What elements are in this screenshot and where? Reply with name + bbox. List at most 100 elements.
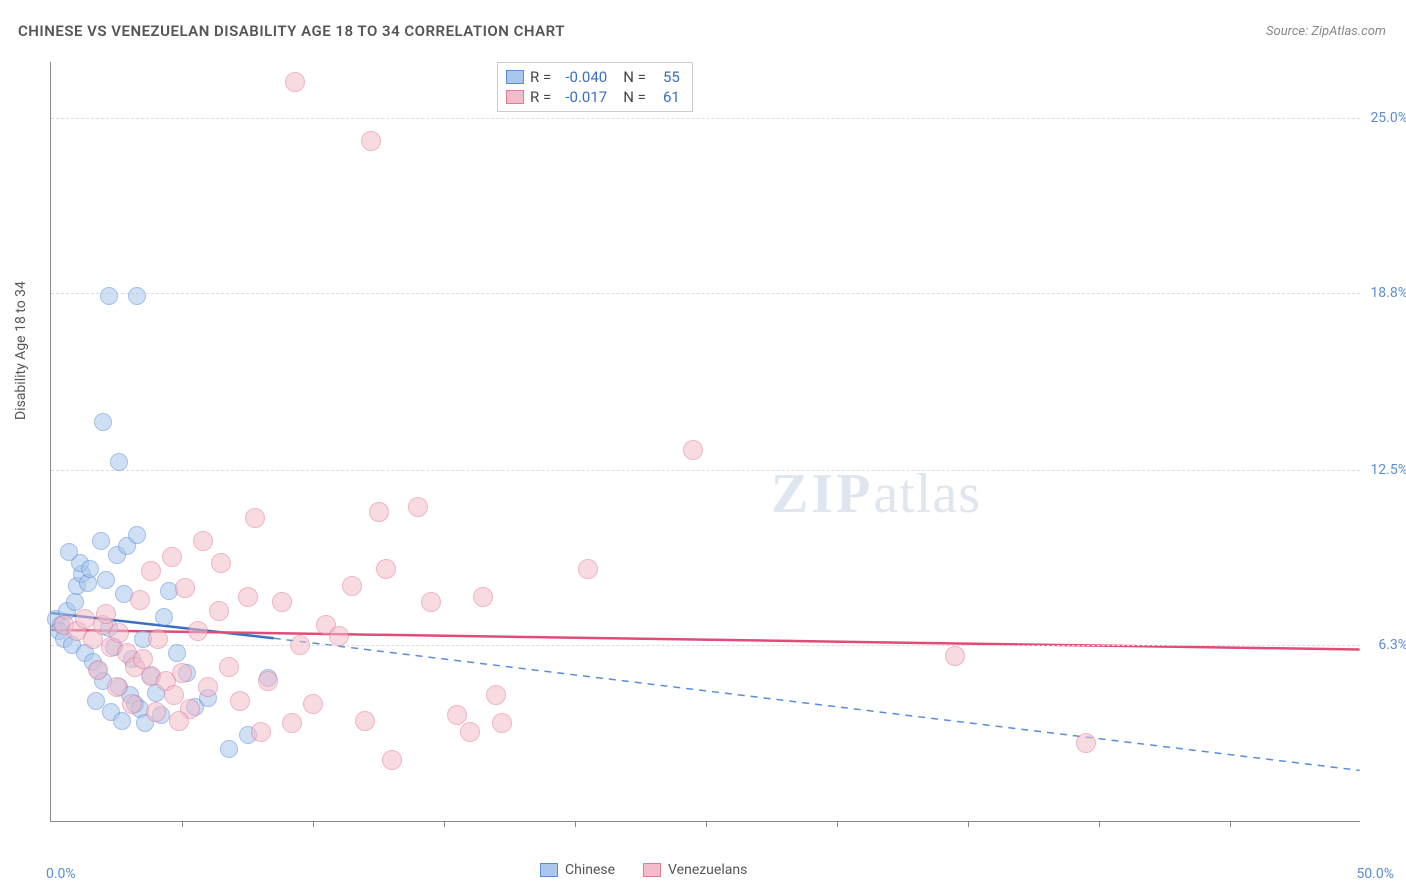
- data-point: [162, 547, 182, 567]
- data-point: [97, 571, 115, 589]
- data-point: [230, 691, 250, 711]
- data-point: [172, 663, 192, 683]
- legend-item: Chinese: [540, 862, 615, 878]
- legend-swatch: [506, 70, 524, 84]
- stat-r-value: -0.017: [557, 88, 607, 106]
- x-axis-min-label: 0.0%: [46, 866, 76, 882]
- data-point: [122, 694, 142, 714]
- data-point: [408, 497, 428, 517]
- data-point: [447, 705, 467, 725]
- data-point: [282, 713, 302, 733]
- legend-item: Venezuelans: [643, 862, 747, 878]
- grid-line: [51, 293, 1360, 294]
- x-tick: [575, 821, 576, 827]
- data-point: [60, 543, 78, 561]
- data-point: [211, 553, 231, 573]
- data-point: [460, 722, 480, 742]
- data-point: [141, 561, 161, 581]
- data-point: [382, 750, 402, 770]
- data-point: [96, 604, 116, 624]
- data-point: [81, 560, 99, 578]
- legend-swatch: [506, 90, 524, 104]
- data-point: [285, 72, 305, 92]
- y-tick-label: 25.0%: [1370, 110, 1406, 126]
- data-point: [193, 531, 213, 551]
- data-point: [92, 532, 110, 550]
- data-point: [169, 711, 189, 731]
- x-tick: [706, 821, 707, 827]
- series-legend: Chinese Venezuelans: [540, 862, 747, 878]
- data-point: [87, 692, 105, 710]
- data-point: [238, 587, 258, 607]
- data-point: [130, 590, 150, 610]
- data-point: [945, 646, 965, 666]
- data-point: [148, 629, 168, 649]
- data-point: [290, 635, 310, 655]
- stat-n-label: N =: [623, 68, 646, 86]
- data-point: [128, 526, 146, 544]
- legend-label: Venezuelans: [668, 862, 747, 878]
- x-tick: [1099, 821, 1100, 827]
- data-point: [272, 592, 292, 612]
- source-attribution: Source: ZipAtlas.com: [1266, 24, 1386, 39]
- scatter-plot: ZIPatlas R =-0.040N =55R =-0.017N =61 6.…: [50, 62, 1360, 822]
- data-point: [369, 502, 389, 522]
- data-point: [155, 608, 173, 626]
- chart-title: CHINESE VS VENEZUELAN DISABILITY AGE 18 …: [18, 22, 565, 40]
- y-axis-label: Disability Age 18 to 34: [13, 281, 29, 420]
- watermark: ZIPatlas: [771, 462, 981, 526]
- stat-n-label: N =: [623, 88, 646, 106]
- data-point: [128, 287, 146, 305]
- data-point: [258, 671, 278, 691]
- data-point: [473, 587, 493, 607]
- x-tick: [1230, 821, 1231, 827]
- data-point: [66, 593, 84, 611]
- data-point: [245, 508, 265, 528]
- x-tick: [313, 821, 314, 827]
- data-point: [251, 722, 271, 742]
- data-point: [683, 440, 703, 460]
- x-tick: [837, 821, 838, 827]
- grid-line: [51, 118, 1360, 119]
- data-point: [303, 694, 323, 714]
- data-point: [175, 578, 195, 598]
- data-point: [329, 626, 349, 646]
- data-point: [492, 713, 512, 733]
- data-point: [209, 601, 229, 621]
- data-point: [146, 702, 166, 722]
- data-point: [109, 623, 129, 643]
- data-point: [578, 559, 598, 579]
- data-point: [88, 660, 108, 680]
- x-tick: [968, 821, 969, 827]
- data-point: [376, 559, 396, 579]
- data-point: [220, 740, 238, 758]
- stats-row: R = -0.017 N = 61: [506, 87, 680, 107]
- grid-line: [51, 470, 1360, 471]
- data-point: [75, 609, 95, 629]
- x-tick: [444, 821, 445, 827]
- data-point: [94, 413, 112, 431]
- data-point: [100, 287, 118, 305]
- data-point: [198, 677, 218, 697]
- stat-n-value: 61: [652, 88, 680, 106]
- data-point: [110, 453, 128, 471]
- x-axis-max-label: 50.0%: [1356, 866, 1394, 882]
- data-point: [361, 131, 381, 151]
- legend-label: Chinese: [565, 862, 615, 878]
- grid-line: [51, 645, 1360, 646]
- legend-swatch: [643, 863, 661, 877]
- data-point: [421, 592, 441, 612]
- stat-n-value: 55: [652, 68, 680, 86]
- data-point: [188, 621, 208, 641]
- data-point: [219, 657, 239, 677]
- data-point: [486, 685, 506, 705]
- data-point: [342, 576, 362, 596]
- stats-row: R =-0.040N =55: [506, 67, 680, 87]
- stat-r-label: R =: [530, 88, 551, 106]
- data-point: [168, 644, 186, 662]
- y-tick-label: 18.8%: [1370, 285, 1406, 301]
- correlation-stats-box: R =-0.040N =55R =-0.017N =61: [497, 62, 693, 112]
- y-tick-label: 6.3%: [1378, 637, 1406, 653]
- x-tick: [182, 821, 183, 827]
- y-tick-label: 12.5%: [1370, 462, 1406, 478]
